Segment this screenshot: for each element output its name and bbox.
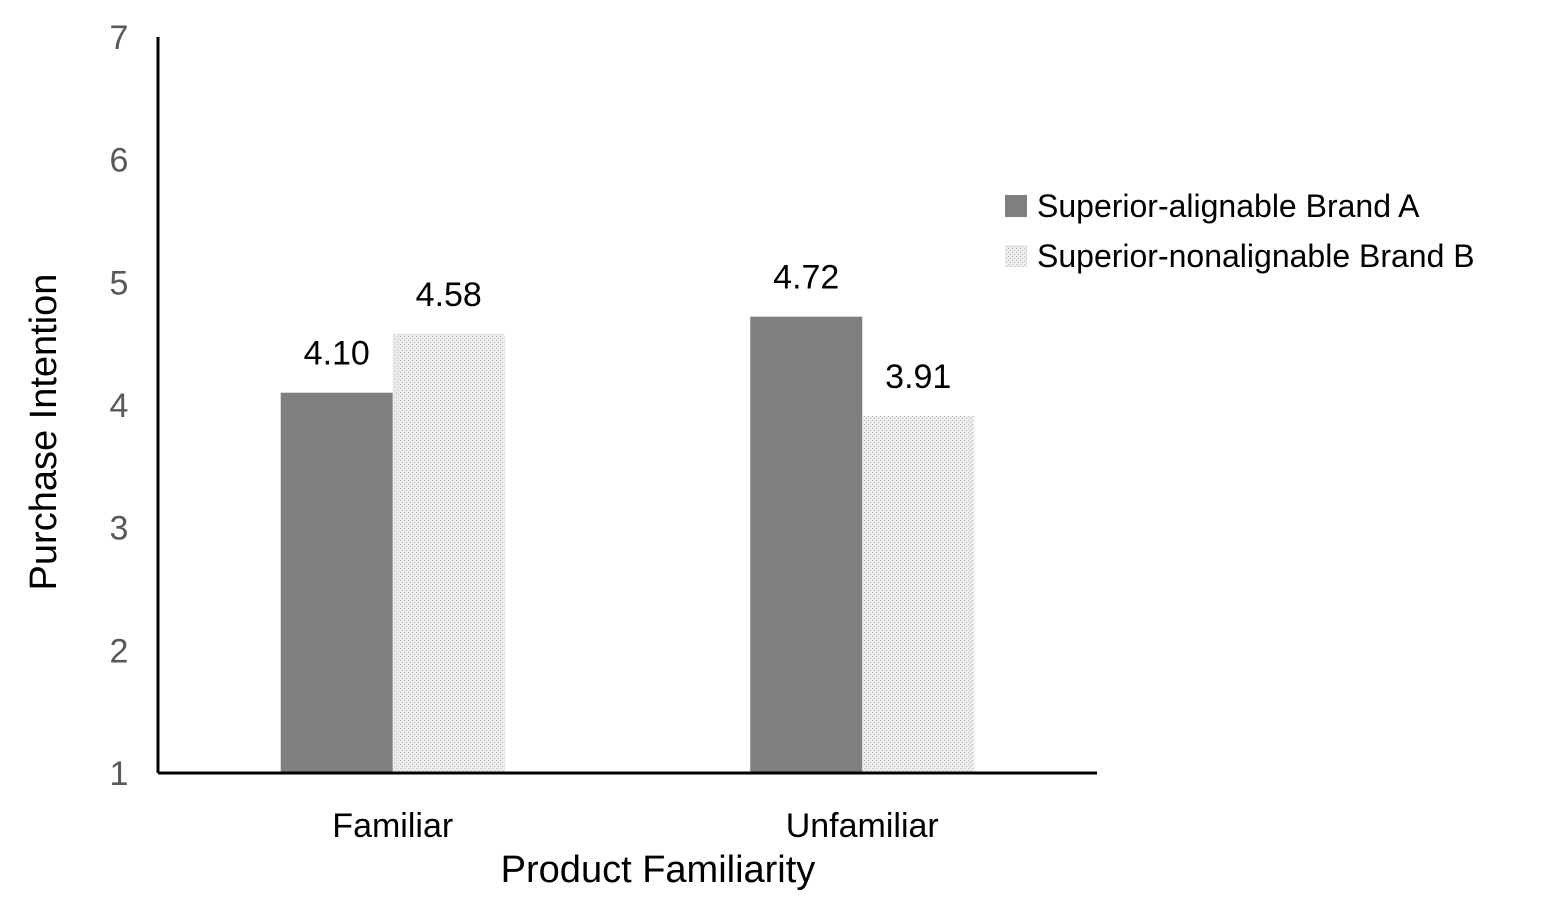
y-tick-label: 1 <box>110 755 129 793</box>
data-label: 4.58 <box>416 276 482 314</box>
legend-label: Superior-alignable Brand A <box>1037 188 1420 224</box>
y-axis-ticks: 1 2 3 4 5 6 7 <box>110 19 129 793</box>
y-tick-label: 6 <box>110 142 129 180</box>
x-axis-category-labels: Familiar Unfamiliar <box>332 807 938 845</box>
bar-unfamiliar-series-2 <box>862 416 975 773</box>
y-tick-label: 4 <box>110 387 129 425</box>
x-tick-label: Unfamiliar <box>786 807 939 845</box>
y-tick-label: 5 <box>110 264 129 302</box>
y-axis-title: Purchase Intention <box>23 274 65 591</box>
bar-unfamiliar-series-1 <box>750 316 863 773</box>
y-tick-label: 2 <box>110 632 129 670</box>
legend-label: Superior-nonalignable Brand B <box>1037 238 1475 274</box>
legend-swatch <box>1005 245 1027 267</box>
y-tick-label: 3 <box>110 510 129 548</box>
legend: Superior-alignable Brand A Superior-nonal… <box>1005 188 1475 274</box>
x-axis-title: Product Familiarity <box>501 849 816 891</box>
y-tick-label: 7 <box>110 19 129 57</box>
data-label: 4.72 <box>773 259 839 297</box>
legend-swatch <box>1005 195 1027 217</box>
x-tick-label: Familiar <box>332 807 453 845</box>
data-label: 4.10 <box>304 335 370 373</box>
data-labels: 4.10 4.58 4.72 3.91 <box>304 259 952 396</box>
data-label: 3.91 <box>885 358 951 396</box>
bar-familiar-series-1 <box>280 392 393 773</box>
bars <box>280 316 975 773</box>
bar-familiar-series-2 <box>392 333 505 773</box>
